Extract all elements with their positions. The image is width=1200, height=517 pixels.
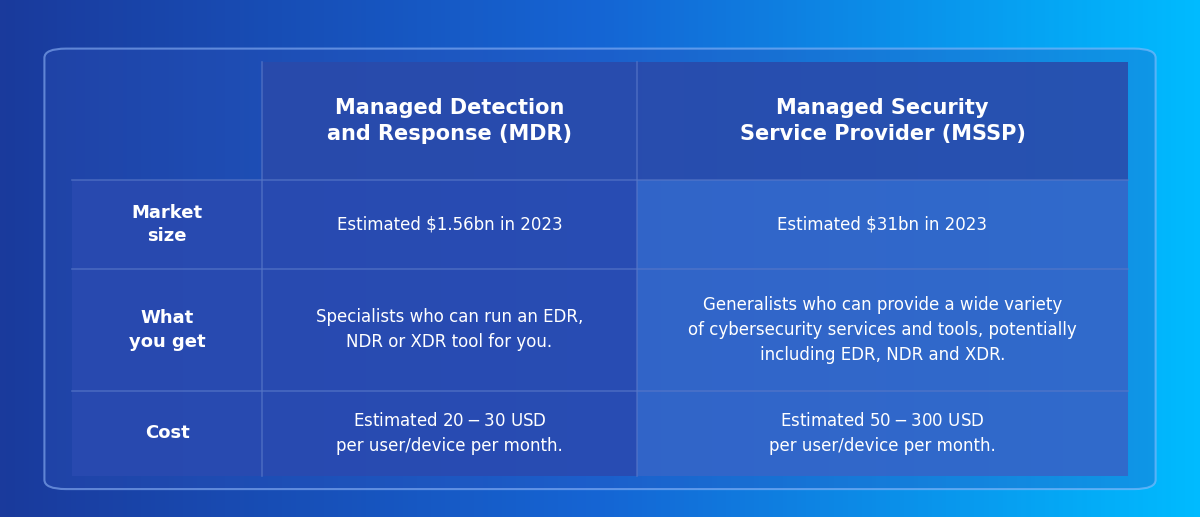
Bar [72,269,262,391]
Bar [637,180,1128,269]
Bar [72,391,262,476]
FancyBboxPatch shape [44,49,1156,489]
Bar [637,391,1128,476]
Bar [72,180,262,269]
Text: Estimated $31bn in 2023: Estimated $31bn in 2023 [778,216,988,233]
Bar [262,391,637,476]
Bar [262,62,637,180]
Text: Managed Security
Service Provider (MSSP): Managed Security Service Provider (MSSP) [739,98,1026,144]
Text: Cost: Cost [145,424,190,442]
Bar [637,62,1128,180]
Text: Generalists who can provide a wide variety
of cybersecurity services and tools, : Generalists who can provide a wide varie… [688,296,1076,364]
Text: Market
size: Market size [132,204,203,245]
Text: Specialists who can run an EDR,
NDR or XDR tool for you.: Specialists who can run an EDR, NDR or X… [316,308,583,352]
Text: Managed Detection
and Response (MDR): Managed Detection and Response (MDR) [328,98,572,144]
Bar [637,269,1128,391]
Bar [262,180,637,269]
Text: Estimated $50-$300 USD
per user/device per month.: Estimated $50-$300 USD per user/device p… [769,412,996,455]
Text: Estimated $1.56bn in 2023: Estimated $1.56bn in 2023 [337,216,563,233]
Text: What
you get: What you get [128,309,205,351]
Text: Estimated $20-$30 USD
per user/device per month.: Estimated $20-$30 USD per user/device pe… [336,412,563,455]
Bar [262,269,637,391]
